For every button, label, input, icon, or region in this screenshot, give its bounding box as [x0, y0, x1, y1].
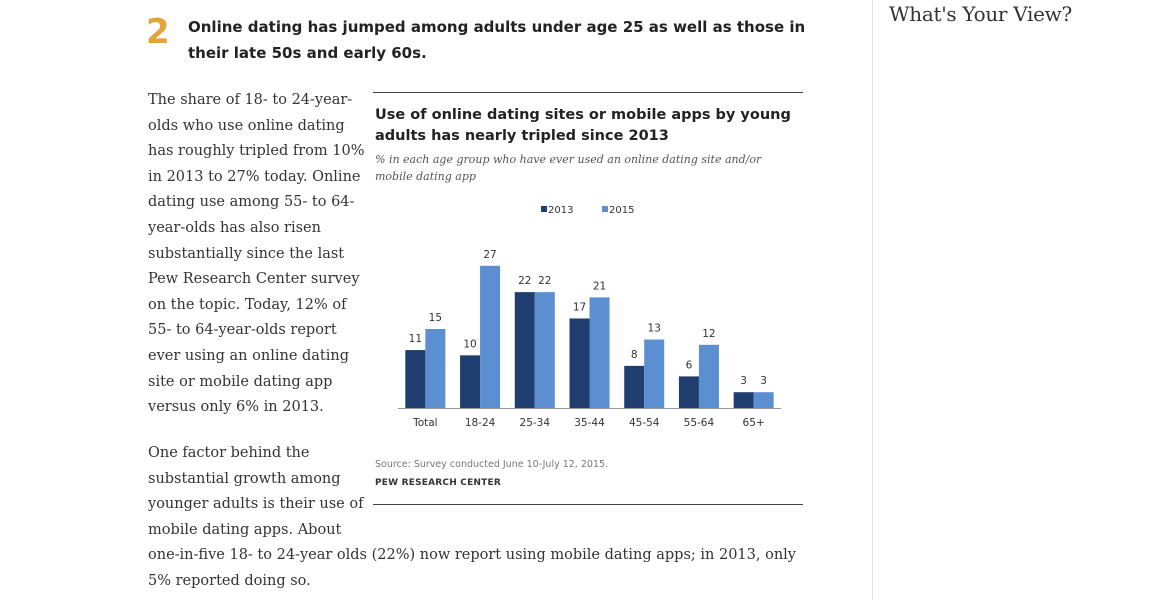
data-label-35-44-2013: 17 [573, 301, 586, 313]
paragraph-line: substantial growth among [148, 470, 341, 487]
tick-label-35-44: 35-44 [574, 417, 605, 429]
paragraph-line: has roughly tripled from 10% [148, 143, 365, 160]
paragraph-line: younger adults is their use of [148, 496, 364, 513]
bar-25-34-2013 [514, 292, 535, 408]
bar-Total-2013 [405, 350, 426, 408]
paragraph-line: versus only 6% in 2013. [148, 399, 324, 416]
paragraph-line: in 2013 to 27% today. Online [148, 168, 361, 185]
bar-65+-2015 [753, 392, 774, 408]
data-label-35-44-2015: 21 [593, 280, 606, 292]
paragraph-line: year-olds has also risen [148, 219, 321, 236]
paragraph-line: The share of 18- to 24-year- [148, 92, 353, 108]
bar-18-24-2015 [480, 265, 501, 408]
paragraph-line: olds who use online dating [148, 117, 345, 134]
data-label-55-64-2013: 6 [686, 359, 693, 371]
data-label-Total-2013: 11 [409, 333, 422, 345]
chart-subtitle: % in each age group who have ever used a… [375, 153, 762, 183]
data-label-25-34-2015: 22 [538, 275, 551, 287]
data-label-65+-2015: 3 [760, 375, 767, 387]
tick-label-45-54: 45-54 [629, 417, 660, 429]
data-label-45-54-2015: 13 [648, 323, 661, 335]
paragraph-1: The share of 18- to 24-year- olds who us… [148, 88, 365, 421]
tick-label-65+: 65+ [743, 417, 765, 429]
bar-25-34-2015 [534, 292, 555, 408]
data-label-55-64-2015: 12 [702, 328, 715, 340]
paragraph-line: site or mobile dating app [148, 373, 333, 390]
bar-35-44-2013 [569, 318, 590, 408]
legend-swatch-2015 [602, 206, 608, 212]
bar-45-54-2013 [624, 365, 645, 408]
headline: Online dating has jumped among adults un… [188, 18, 806, 62]
tick-label-25-34: 25-34 [520, 417, 551, 429]
paragraph-line: one-in-five 18- to 24-year olds (22%) no… [148, 547, 796, 564]
bar-45-54-2015 [644, 339, 665, 408]
legend-swatch-2013 [541, 206, 547, 212]
paragraph-line: ever using an online dating [148, 347, 350, 364]
chart-title: Use of online dating sites or mobile app… [375, 107, 791, 144]
legend-label-2015: 2015 [609, 205, 634, 216]
paragraph-line: on the topic. Today, 12% of [148, 296, 347, 313]
data-label-18-24-2015: 27 [483, 249, 496, 261]
chart-source: Source: Survey conducted June 10-July 12… [375, 459, 609, 470]
tick-label-18-24: 18-24 [465, 417, 496, 429]
paragraph-line: dating use among 55- to 64- [148, 194, 355, 211]
bar-chart: 2013 2015 11 15 Total 10 27 18-24 22 22 25-34 17 21 3… [398, 205, 781, 429]
tick-label-55-64: 55-64 [684, 417, 715, 429]
bar-35-44-2015 [589, 297, 610, 408]
bar-55-64-2015 [698, 344, 719, 408]
chart-top-rule [373, 92, 803, 93]
paragraph-line: 55- to 64-year-olds report [148, 322, 337, 339]
tick-label-Total: Total [412, 417, 438, 429]
legend-label-2013: 2013 [548, 205, 573, 216]
data-label-Total-2015: 15 [429, 312, 442, 324]
paragraph-2: One factor behind the substantial growth… [148, 441, 796, 595]
chart-card: Use of online dating sites or mobile app… [373, 92, 803, 506]
bar-55-64-2013 [678, 376, 699, 408]
bar-65+-2013 [733, 392, 754, 408]
chart-credit: PEW RESEARCH CENTER [375, 478, 501, 488]
chart-bottom-rule [373, 504, 803, 505]
paragraph-line: One factor behind the [148, 445, 310, 461]
bar-18-24-2013 [460, 355, 481, 408]
sidebar-title[interactable]: What's Your View? [889, 2, 1072, 26]
data-label-18-24-2013: 10 [463, 338, 476, 350]
paragraph-line: substantially since the last [148, 245, 345, 262]
data-label-25-34-2013: 22 [518, 275, 531, 287]
point-number: 2 [146, 12, 170, 52]
data-label-65+-2013: 3 [740, 375, 747, 387]
sidebar-divider [872, 0, 873, 600]
paragraph-line: 5% reported doing so. [148, 572, 311, 589]
bar-Total-2015 [425, 329, 446, 408]
paragraph-line: mobile dating apps. About [148, 521, 342, 538]
paragraph-line: Pew Research Center survey [148, 271, 360, 288]
data-label-45-54-2013: 8 [631, 349, 638, 361]
